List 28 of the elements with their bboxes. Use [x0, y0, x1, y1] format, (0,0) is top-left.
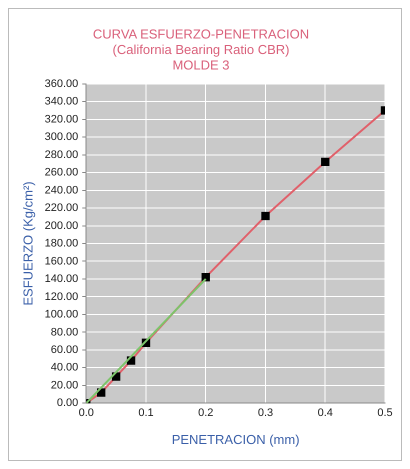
- x-tick-label: 0.5: [377, 406, 393, 419]
- y-tick-label: 100.00: [44, 308, 78, 321]
- x-tick-label: 0.3: [258, 406, 274, 419]
- y-tick-label: 220.00: [44, 202, 78, 214]
- chart-title: CURVA ESFUERZO-PENETRACION (California Bearing Ratio CBR) MOLDE 3: [92, 26, 310, 73]
- y-tick-label: 140.00: [44, 273, 78, 286]
- y-tick-label: 340.00: [44, 96, 78, 108]
- x-tick-label: 0.0: [78, 406, 94, 419]
- x-tick-label: 0.2: [198, 406, 214, 419]
- x-tick-label: 0.4: [318, 406, 333, 419]
- y-tick-label: 240.00: [44, 184, 78, 196]
- y-tick-label: 0.00: [56, 397, 78, 410]
- y-tick-label: 20.00: [50, 379, 78, 392]
- y-tick-label: 320.00: [44, 113, 78, 126]
- y-tick-label: 280.00: [44, 148, 78, 161]
- y-tick-label: 200.00: [44, 220, 78, 232]
- x-tick-label: 0.1: [138, 406, 154, 419]
- y-tick-label: 260.00: [44, 166, 78, 179]
- y-tick-label: 300.00: [44, 131, 78, 144]
- y-tick-label: 360.00: [44, 78, 78, 90]
- y-tick-label: 40.00: [50, 362, 78, 374]
- y-tick-label: 160.00: [44, 255, 78, 268]
- y-axis-title: ESFUERZO (Kg/cm²): [20, 181, 36, 306]
- y-tick-label: 180.00: [44, 238, 78, 250]
- y-tick-label: 120.00: [44, 290, 78, 303]
- y-tick-label: 80.00: [50, 326, 78, 338]
- y-tick-label: 60.00: [50, 344, 78, 356]
- x-axis-title: PENETRACION (mm): [172, 432, 300, 447]
